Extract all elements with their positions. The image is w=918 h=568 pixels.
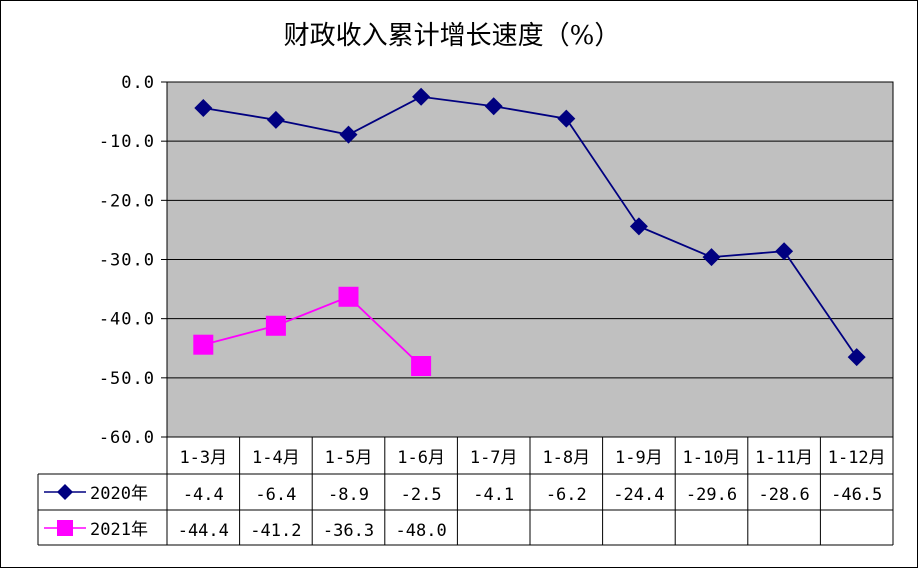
x-category-label: 1-9月 [615, 448, 663, 468]
table-value: -4.1 [473, 485, 514, 505]
data-point-square [193, 334, 214, 355]
x-category-label: 1-12月 [828, 448, 886, 468]
legend-diamond-marker [57, 484, 73, 500]
data-point-diamond [702, 248, 721, 267]
x-category-label: 1-8月 [542, 448, 590, 468]
data-point-square [411, 356, 432, 376]
table-value: -6.4 [255, 485, 296, 505]
series-line-1 [203, 295, 422, 367]
data-point-diamond [629, 217, 648, 236]
x-category-label: 1-7月 [470, 448, 518, 468]
table-value: -48.0 [396, 521, 447, 541]
x-category-label: 1-4月 [252, 448, 300, 468]
table-value: -29.6 [686, 485, 737, 505]
data-point-square [338, 286, 359, 307]
data-point-diamond [194, 99, 213, 118]
data-point-diamond [339, 125, 358, 144]
y-tick-label: -20.0 [99, 191, 155, 211]
chart-title: 财政收入累计增长速度（%） [284, 21, 621, 51]
y-tick-label: -50.0 [99, 369, 155, 389]
data-point-diamond [847, 348, 866, 367]
table-value: -24.4 [613, 485, 664, 505]
series-line-0 [203, 95, 858, 358]
table-value: -44.4 [178, 521, 229, 541]
data-point-diamond [557, 109, 576, 128]
legend-label: 2020年 [90, 484, 148, 504]
legend-label: 2021年 [90, 520, 148, 540]
y-tick-label: -60.0 [99, 428, 155, 448]
y-tick-label: -40.0 [99, 310, 155, 330]
x-category-label: 1-11月 [755, 448, 813, 468]
table-value: -6.2 [546, 485, 587, 505]
legend-square-marker [57, 520, 73, 536]
data-point-diamond [412, 87, 431, 106]
table-value: -8.9 [328, 485, 369, 505]
x-category-label: 1-3月 [179, 448, 227, 468]
data-point-diamond [484, 97, 503, 116]
x-category-label: 1-5月 [325, 448, 373, 468]
data-point-diamond [775, 242, 794, 261]
data-point-square [265, 315, 286, 336]
x-category-label: 1-10月 [683, 448, 741, 468]
table-value: -46.5 [831, 485, 882, 505]
table-value: -36.3 [323, 521, 374, 541]
x-category-label: 1-6月 [397, 448, 445, 468]
table-value: -4.4 [183, 485, 224, 505]
table-value: -28.6 [759, 485, 810, 505]
y-tick-label: 0.0 [121, 73, 155, 93]
y-tick-label: -30.0 [99, 251, 155, 271]
table-value: -2.5 [401, 485, 442, 505]
data-point-diamond [266, 110, 285, 129]
table-value: -41.2 [250, 521, 301, 541]
y-tick-label: -10.0 [99, 132, 155, 152]
